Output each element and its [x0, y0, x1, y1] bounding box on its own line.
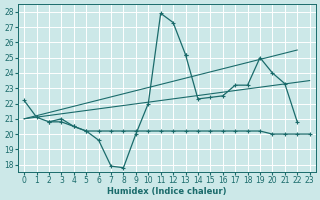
- X-axis label: Humidex (Indice chaleur): Humidex (Indice chaleur): [107, 187, 227, 196]
